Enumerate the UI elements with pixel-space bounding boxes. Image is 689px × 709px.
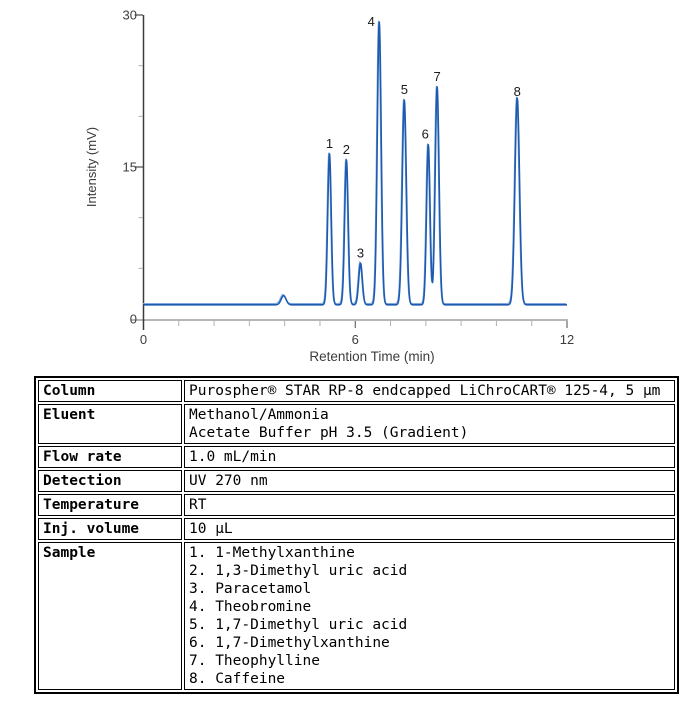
spec-label: Inj. volume xyxy=(38,518,182,540)
spec-value-line: 8. Caffeine xyxy=(189,671,286,687)
peak-label-3: 3 xyxy=(357,245,364,260)
x-tick-label: 12 xyxy=(560,332,574,347)
peak-label-1: 1 xyxy=(326,136,333,151)
spec-value-line: RT xyxy=(189,497,207,513)
spec-value-line: UV 270 nm xyxy=(189,473,268,489)
y-tick-label: 0 xyxy=(130,312,137,327)
spec-value: RT xyxy=(184,494,675,516)
peak-label-8: 8 xyxy=(514,84,521,99)
spec-value-line: 1. 1-Methylxanthine xyxy=(189,545,355,561)
spec-value-line: 2. 1,3-Dimethyl uric acid xyxy=(189,563,408,579)
peak-label-7: 7 xyxy=(434,69,441,84)
peak-label-4: 4 xyxy=(368,14,375,29)
spec-label: Eluent xyxy=(38,404,182,444)
peak-label-2: 2 xyxy=(343,142,350,157)
spec-label: Detection xyxy=(38,470,182,492)
spec-value-line: Methanol/Ammonia xyxy=(189,407,329,423)
spec-value: 1. 1-Methylxanthine 2. 1,3-Dimethyl uric … xyxy=(184,542,675,690)
spec-value-line: Purospher® STAR RP-8 endcapped LiChroCAR… xyxy=(189,383,661,399)
x-tick-label: 6 xyxy=(352,332,359,347)
table-row: Sample 1. 1-Methylxanthine 2. 1,3-Dimethyl… xyxy=(38,542,675,690)
spec-value: UV 270 nm xyxy=(184,470,675,492)
y-tick-label: 15 xyxy=(123,160,137,175)
peak-label-5: 5 xyxy=(401,82,408,97)
table-row: Temperature RT xyxy=(38,494,675,516)
y-axis-title: Intensity (mV) xyxy=(84,127,99,207)
method-table-body: Column Purospher® STAR RP-8 endcapped LiC… xyxy=(38,380,675,690)
spec-label: Temperature xyxy=(38,494,182,516)
table-row: Flow rate 1.0 mL/min xyxy=(38,446,675,468)
spec-value: 1.0 mL/min xyxy=(184,446,675,468)
chromatogram-trace xyxy=(143,21,568,306)
spec-value-line: 3. Paracetamol xyxy=(189,581,312,597)
x-axis-title: Retention Time (min) xyxy=(309,349,434,364)
table-row: Column Purospher® STAR RP-8 endcapped LiC… xyxy=(38,380,675,402)
table-row: Detection UV 270 nm xyxy=(38,470,675,492)
peak-label-6: 6 xyxy=(422,127,429,142)
spec-value: Purospher® STAR RP-8 endcapped LiChroCAR… xyxy=(184,380,675,402)
spec-value-line: 10 μL xyxy=(189,521,233,537)
spec-value: Methanol/Ammonia Acetate Buffer pH 3.5 (G… xyxy=(184,404,675,444)
chromatogram-trace-secondary xyxy=(142,20,567,305)
spec-value-line: Acetate Buffer pH 3.5 (Gradient) xyxy=(189,425,469,441)
spec-value-line: 1.0 mL/min xyxy=(189,449,277,465)
method-table: Column Purospher® STAR RP-8 endcapped LiC… xyxy=(34,376,679,694)
spec-label: Flow rate xyxy=(38,446,182,468)
spec-label: Column xyxy=(38,380,182,402)
spec-value: 10 μL xyxy=(184,518,675,540)
table-row: Inj. volume 10 μL xyxy=(38,518,675,540)
y-tick-label: 30 xyxy=(123,8,137,23)
chromatogram: 0 6 12 0 15 30 Intensity (mV) Retention Time (m… xyxy=(84,8,574,365)
spec-value-line: 7. Theophylline xyxy=(189,653,320,669)
spec-value-line: 5. 1,7-Dimethyl uric acid xyxy=(189,617,408,633)
spec-label: Sample xyxy=(38,542,182,690)
spec-value-line: 6. 1,7-Dimethylxanthine xyxy=(189,635,390,651)
spec-value-line: 4. Theobromine xyxy=(189,599,312,615)
table-row: Eluent Methanol/Ammonia Acetate Buffer pH … xyxy=(38,404,675,444)
x-tick-label: 0 xyxy=(140,332,147,347)
